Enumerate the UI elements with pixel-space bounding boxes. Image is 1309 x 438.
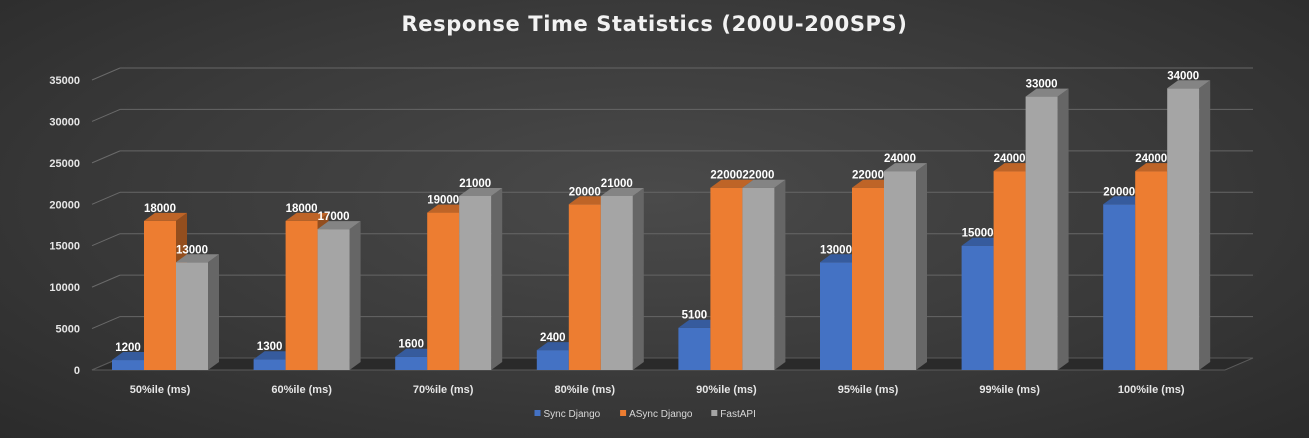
bar [568,204,601,370]
gridline-depth [91,191,121,205]
x-tick-label: 80%ile (ms) [555,384,616,396]
bar-side [208,254,219,370]
bar-side [1199,80,1211,371]
bar-top [884,163,927,172]
y-tick-label: 25000 [49,158,80,170]
bar [961,245,994,370]
data-label: 22000 [742,170,774,182]
data-label: 34000 [1167,70,1199,82]
legend-label: Sync Django [544,409,601,420]
x-tick-label: 95%ile (ms) [838,384,899,396]
bar-side [491,188,503,370]
bar [993,171,1026,370]
bar [144,220,176,370]
bar [427,212,460,370]
data-label: 20000 [569,186,601,198]
bar-side [1057,88,1069,371]
data-label: 18000 [144,203,176,215]
x-tick-label: 70%ile (ms) [413,384,474,396]
data-label: 17000 [318,211,350,223]
bar-top [1167,80,1211,89]
bar [285,220,318,370]
bar-side [349,221,361,370]
gridline-depth [91,150,121,164]
data-label: 22000 [710,170,742,182]
gridline-depth [91,316,121,330]
data-label: 22000 [852,170,884,182]
legend-label: ASync Django [629,409,693,420]
bar-side [632,188,644,370]
data-label: 5100 [682,310,708,322]
chart-title: Response Time Statistics (200U-200SPS) [401,12,908,36]
gridline-depth [91,274,121,288]
x-tick-label: 99%ile (ms) [979,384,1040,396]
bar [710,187,743,370]
bar [253,359,286,370]
legend-label: FastAPI [720,409,756,420]
bar-top [600,188,644,196]
y-tick-label: 10000 [49,282,80,294]
gridline-depth [91,67,121,81]
y-tick-label: 30000 [49,116,80,128]
bar-top [144,212,187,221]
bar-side [774,179,786,370]
y-tick-label: 35000 [49,75,80,87]
y-tick-label: 15000 [49,241,80,253]
y-tick-label: 0 [74,365,80,377]
bar [820,262,852,370]
bar [395,356,428,370]
legend-swatch [711,410,718,416]
bar [1025,96,1058,371]
bar [678,327,711,370]
legend-swatch [620,410,627,416]
bar-top [742,179,786,188]
data-label: 33000 [1026,79,1058,91]
bar-top [710,179,754,188]
gridline-depth [91,108,121,122]
bar [1135,171,1168,370]
data-label: 21000 [601,178,633,190]
data-label: 1300 [257,341,283,353]
bar-top [317,221,361,230]
gridline-depth [91,233,121,247]
bar [536,350,569,370]
x-tick-label: 90%ile (ms) [696,384,757,396]
bar-top [459,188,503,196]
data-label: 18000 [286,203,318,215]
data-label: 24000 [1135,153,1167,165]
bar [852,187,884,370]
x-tick-label: 50%ile (ms) [130,384,191,396]
x-tick-label: 60%ile (ms) [271,384,332,396]
data-label: 2400 [540,332,566,344]
bar [317,229,350,370]
data-label: 1200 [115,342,141,354]
data-label: 20000 [1103,186,1135,198]
bar [742,187,775,370]
x-tick-label: 100%ile (ms) [1118,384,1185,396]
y-tick-label: 20000 [49,199,80,211]
data-label: 15000 [962,228,994,240]
y-tick-label: 5000 [56,324,80,336]
bar [1103,204,1136,370]
data-label: 21000 [459,178,491,190]
bar-top [1025,88,1069,97]
data-label: 13000 [820,244,852,256]
data-label: 1600 [398,339,424,351]
bar-top [285,212,329,221]
data-label: 13000 [176,244,208,256]
bar [884,171,916,370]
legend-swatch [534,410,541,416]
data-label: 19000 [427,195,459,207]
bar [112,360,144,370]
data-label: 24000 [994,153,1026,165]
bar [459,196,492,370]
data-label: 24000 [884,153,916,165]
bar [1167,88,1200,371]
bar [176,262,208,370]
bar [600,196,633,370]
bar-side [916,163,927,370]
bar-top [176,254,219,263]
